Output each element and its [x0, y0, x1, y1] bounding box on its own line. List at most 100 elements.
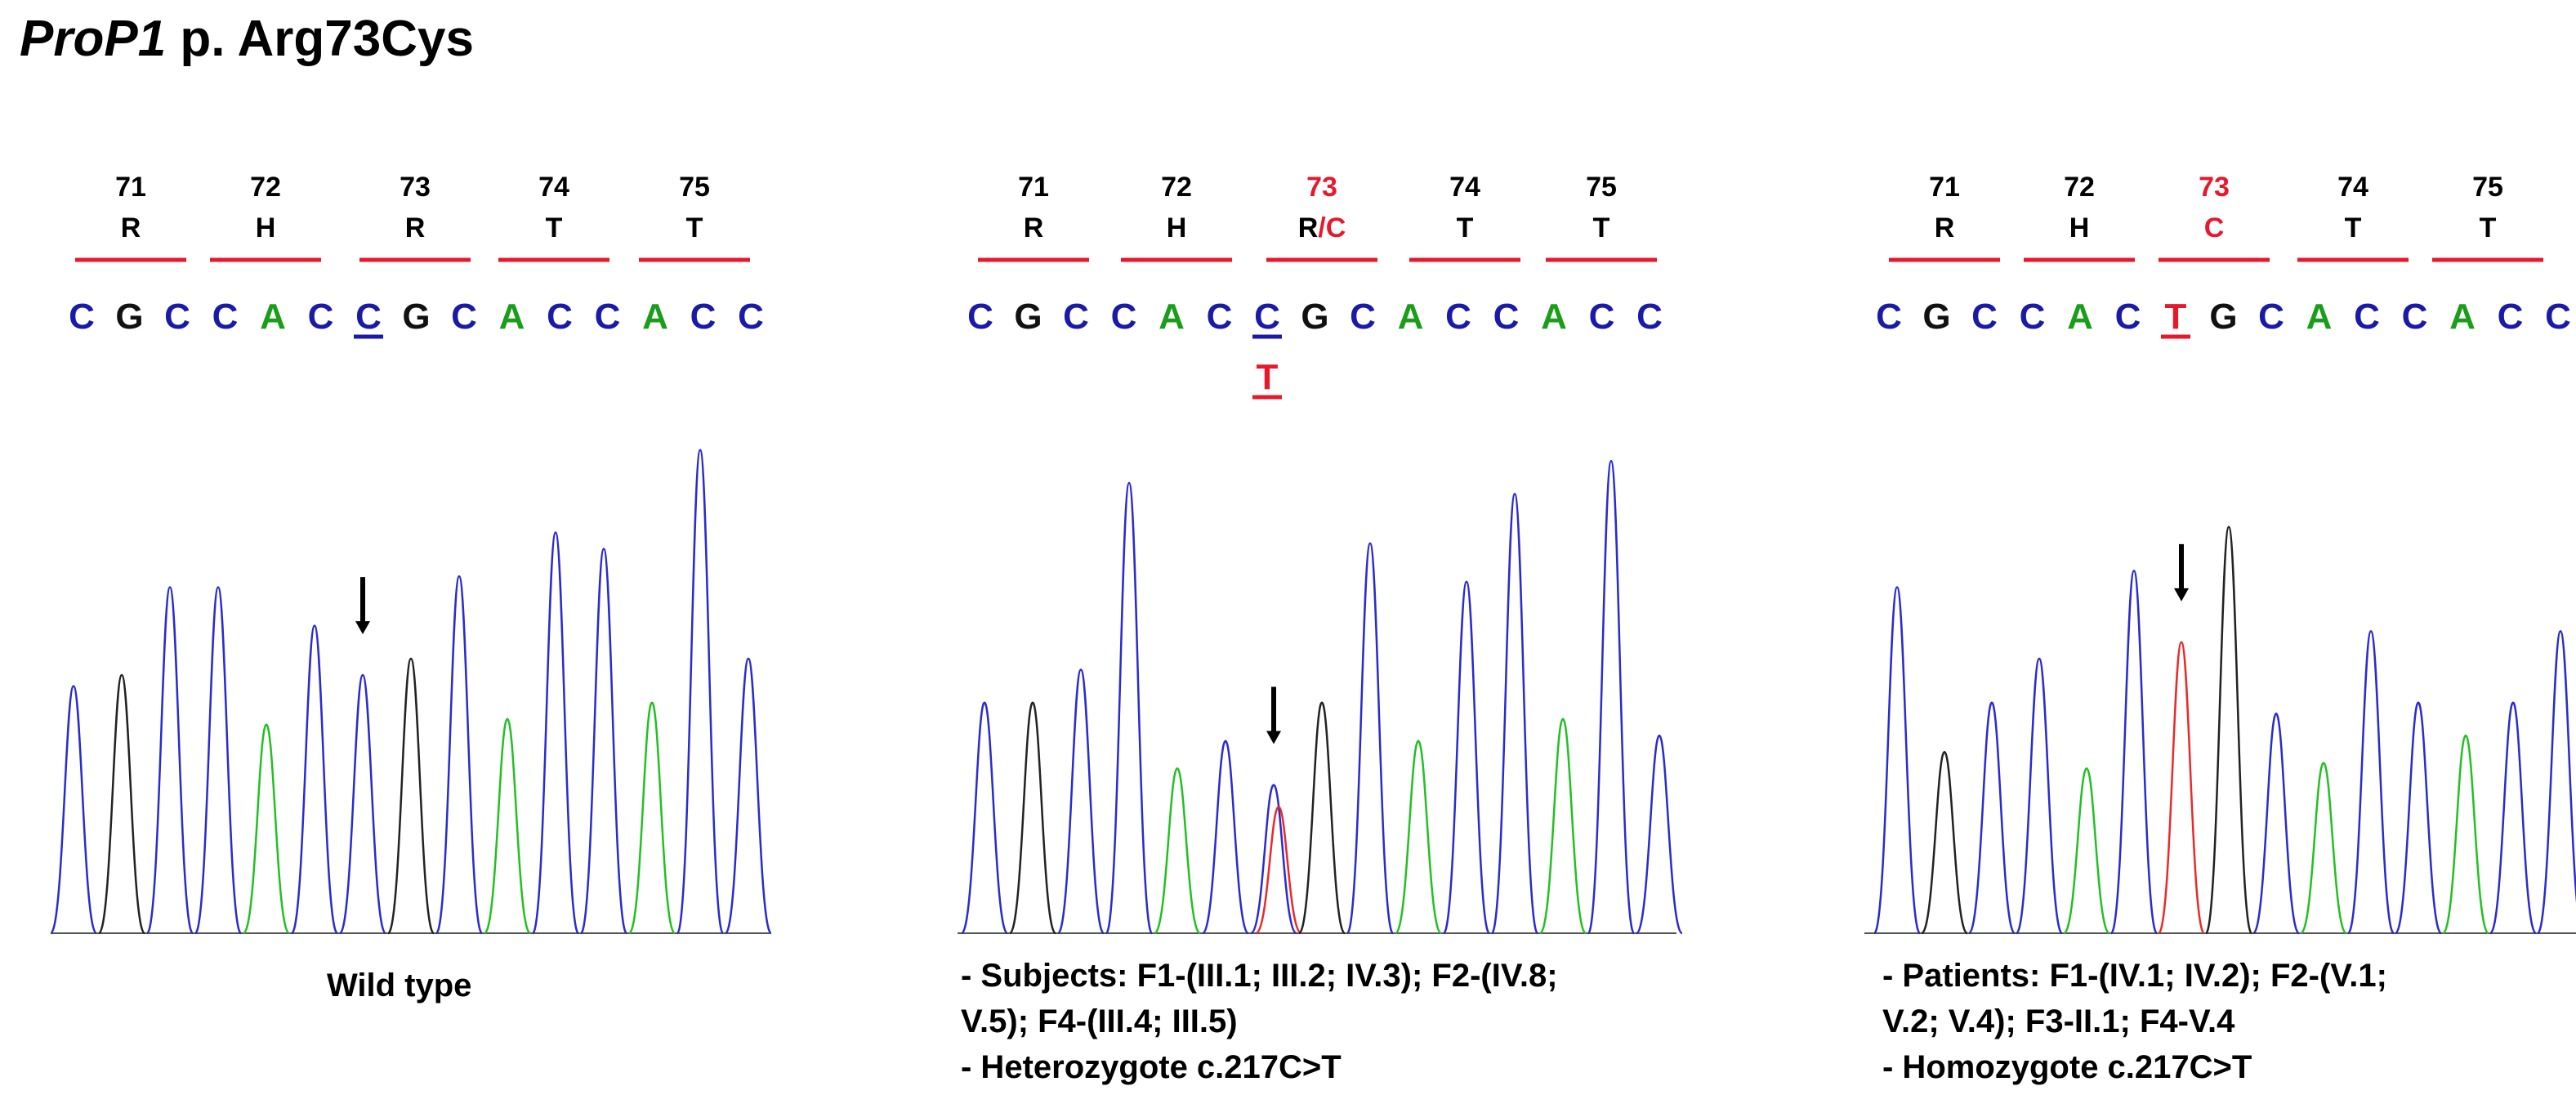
codon-amino-acid: R: [405, 212, 426, 244]
caption-line: - Patients: F1-(IV.1; IV.2); F2-(V.1;: [1882, 958, 2387, 994]
base-call: C: [1493, 297, 1520, 337]
trace-peak: [2015, 657, 2064, 935]
trace-peak: [2489, 701, 2538, 935]
trace-peak: [1105, 481, 1154, 935]
base-call: A: [642, 297, 668, 337]
base-call: A: [499, 297, 525, 337]
codon-number: 71: [1929, 172, 1960, 203]
base-call: A: [1541, 297, 1567, 337]
trace-peak: [627, 701, 676, 935]
trace-peak: [1490, 493, 1539, 935]
gene-name: ProP1: [20, 11, 167, 67]
base-call: C: [2545, 297, 2571, 337]
codon-number: 75: [2472, 172, 2503, 203]
base-call: C: [547, 297, 573, 337]
trace-peak: [2109, 570, 2159, 935]
base-call: A: [1398, 297, 1424, 337]
trace-peak: [2062, 767, 2111, 935]
trace-peak: [2299, 762, 2348, 935]
caption-line: - Subjects: F1-(III.1; III.2; IV.3); F2-…: [961, 958, 1558, 994]
base-call: A: [2067, 297, 2093, 337]
base-call: A: [2449, 297, 2476, 337]
base-call: C: [738, 297, 764, 337]
base-call: C: [690, 297, 717, 337]
codon-amino-acid: T: [2345, 212, 2362, 244]
base-call: C: [164, 297, 190, 337]
base-call: C: [1111, 297, 1137, 337]
base-call: C: [1063, 297, 1089, 337]
base-call: C: [1971, 297, 1998, 337]
trace-peak: [1056, 668, 1105, 935]
trace-peak: [1346, 542, 1395, 935]
codon-amino-acid: H: [256, 212, 276, 244]
base-call: G: [402, 297, 430, 337]
codon-number: 71: [1018, 172, 1049, 203]
codon-number: 73: [2199, 172, 2230, 203]
base-call: C: [212, 297, 239, 337]
trace-peak: [1538, 717, 1587, 935]
caption-homozygote: - Patients: F1-(IV.1; IV.2); F2-(V.1; V.…: [1882, 953, 2387, 1090]
figure-title: ProP1 p. Arg73Cys: [20, 10, 474, 68]
base-call: C: [1636, 297, 1663, 337]
trace-peak: [1873, 586, 1922, 935]
trace-peak: [531, 531, 580, 935]
trace-peak: [2441, 734, 2490, 935]
trace-peak: [194, 586, 243, 935]
base-call: C: [967, 297, 993, 337]
base-call: C: [2115, 297, 2141, 337]
trace-peak: [676, 449, 725, 935]
codon-number: 73: [1306, 172, 1337, 203]
base-call: C: [1876, 297, 1902, 337]
trace-peak: [435, 574, 484, 935]
mutation-arrow: [355, 577, 370, 635]
codon-number: 72: [250, 172, 281, 203]
base-call: G: [1014, 297, 1042, 337]
codon-amino-acid: H: [1167, 212, 1187, 244]
trace-peak: [2252, 712, 2301, 935]
trace-peak: [1442, 580, 1491, 935]
base-call: C: [451, 297, 477, 337]
base-call: C: [69, 297, 95, 337]
trace-peak: [338, 673, 387, 935]
trace-peak: [579, 548, 628, 935]
codon-amino-acid: R/C: [1298, 212, 1346, 244]
codon-amino-acid: T: [1457, 212, 1474, 244]
trace-peak: [1967, 701, 2016, 935]
base-call: C: [1445, 297, 1471, 337]
codon-number: 74: [2337, 172, 2368, 203]
trace-peak: [1297, 701, 1346, 935]
caption-line: V.2; V.4); F3-II.1; F4-V.4: [1882, 1003, 2235, 1039]
codon-amino-acid: H: [2069, 212, 2090, 244]
codon-number: 74: [1449, 172, 1480, 203]
trace-peak: [145, 586, 194, 935]
codon-number: 72: [1161, 172, 1192, 203]
trace-peak: [2346, 630, 2395, 935]
base-call: C: [2354, 297, 2380, 337]
codon-number: 74: [538, 172, 569, 203]
trace-peak: [242, 723, 291, 935]
base-call: A: [1159, 297, 1185, 337]
base-call: G: [1922, 297, 1950, 337]
trace-peak: [483, 717, 532, 935]
codon-amino-acid: T: [2480, 212, 2497, 244]
trace-peak: [1587, 459, 1636, 935]
base-call: C: [1207, 297, 1233, 337]
codon-amino-acid: R: [1935, 212, 1955, 244]
mutation-arrow: [2174, 543, 2189, 601]
codon-amino-acid: R: [1024, 212, 1044, 244]
base-call: C: [1589, 297, 1615, 337]
base-call: A: [260, 297, 286, 337]
codon-amino-acid: C: [2204, 212, 2225, 244]
trace-peak: [2394, 701, 2443, 935]
base-call: C: [595, 297, 621, 337]
trace-peak: [1635, 734, 1684, 935]
codon-number: 75: [679, 172, 710, 203]
base-call: C: [2498, 297, 2524, 337]
trace-peak: [49, 685, 98, 935]
base-call: C: [2402, 297, 2428, 337]
trace-peak: [724, 657, 773, 935]
trace-peak: [960, 701, 1009, 935]
